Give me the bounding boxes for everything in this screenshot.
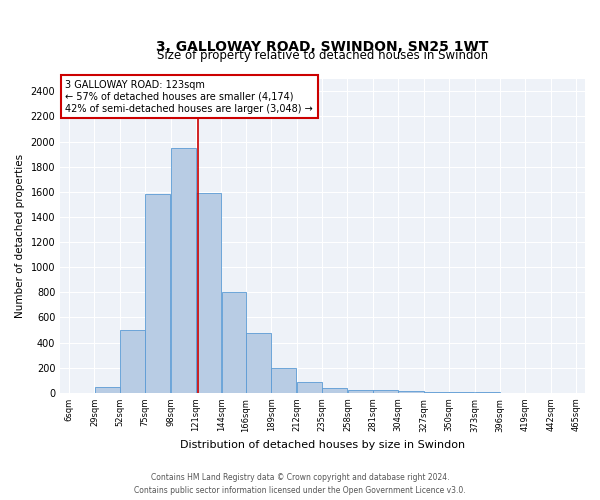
Bar [347,390,373,393]
Bar [322,388,347,393]
Bar [297,382,322,393]
Bar [221,292,245,393]
Text: 3 GALLOWAY ROAD: 123sqm
← 57% of detached houses are smaller (4,174)
42% of semi: 3 GALLOWAY ROAD: 123sqm ← 57% of detache… [65,80,313,114]
Bar [171,148,196,393]
Bar [246,332,271,393]
Title: 3, GALLOWAY ROAD, SWINDON, SN25 1WT: 3, GALLOWAY ROAD, SWINDON, SN25 1WT [157,40,489,54]
Bar [95,386,119,393]
Text: Size of property relative to detached houses in Swindon: Size of property relative to detached ho… [157,48,488,62]
Bar [196,193,221,393]
Bar [398,391,424,393]
Bar [120,330,145,393]
Bar [271,368,296,393]
Bar [373,390,398,393]
Text: Contains HM Land Registry data © Crown copyright and database right 2024.
Contai: Contains HM Land Registry data © Crown c… [134,474,466,495]
X-axis label: Distribution of detached houses by size in Swindon: Distribution of detached houses by size … [180,440,465,450]
Bar [424,392,449,393]
Y-axis label: Number of detached properties: Number of detached properties [15,154,25,318]
Bar [449,392,475,393]
Bar [145,194,170,393]
